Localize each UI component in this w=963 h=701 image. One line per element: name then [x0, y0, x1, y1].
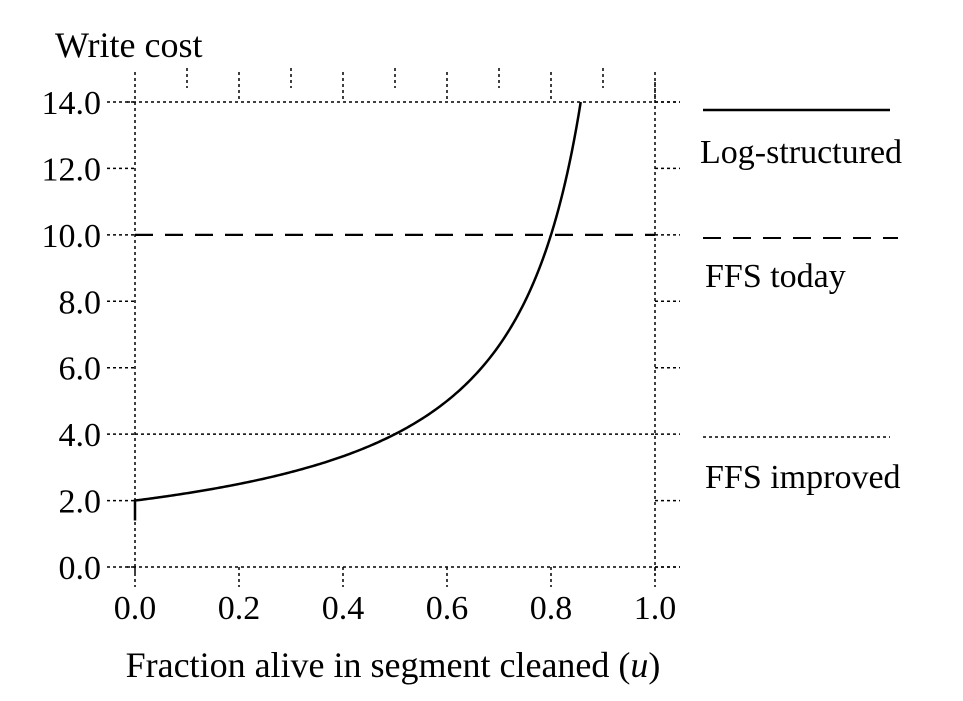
x-tick-label: 0.8 [530, 590, 573, 627]
x-tick-label: 1.0 [634, 590, 677, 627]
x-tick-label: 0.0 [114, 590, 157, 627]
legend-label-ffs-today: FFS today [705, 258, 846, 295]
y-tick-label: 10.0 [42, 218, 102, 255]
x-tick-label: 0.4 [322, 590, 365, 627]
series-line-log-structured [133, 101, 582, 521]
y-tick-label: 14.0 [42, 85, 102, 122]
legend-label-log-structured: Log-structured [700, 134, 902, 171]
plot-frame [127, 82, 680, 575]
x-axis-title: Fraction alive in segment cleaned (u) [126, 645, 661, 685]
x-tick-label: 0.6 [426, 590, 469, 627]
y-tick-label: 2.0 [59, 484, 102, 521]
x-tick-label: 0.2 [218, 590, 261, 627]
y-tick-label: 4.0 [59, 417, 102, 454]
legend: Log-structured FFS today FFS improved [700, 108, 902, 496]
y-tick-label: 8.0 [59, 284, 102, 321]
y-tick-label: 12.0 [42, 151, 102, 188]
axis-ticks: 0.0 2.0 4.0 6.0 8.0 10.0 12.0 14.0 0.0 0.2 0.4 0.6 0… [42, 68, 680, 627]
chart-series [133, 101, 655, 521]
y-axis-title: Write cost [55, 25, 203, 65]
legend-label-ffs-improved: FFS improved [705, 459, 901, 496]
y-tick-label: 6.0 [59, 351, 102, 388]
y-tick-label: 0.0 [59, 550, 102, 587]
